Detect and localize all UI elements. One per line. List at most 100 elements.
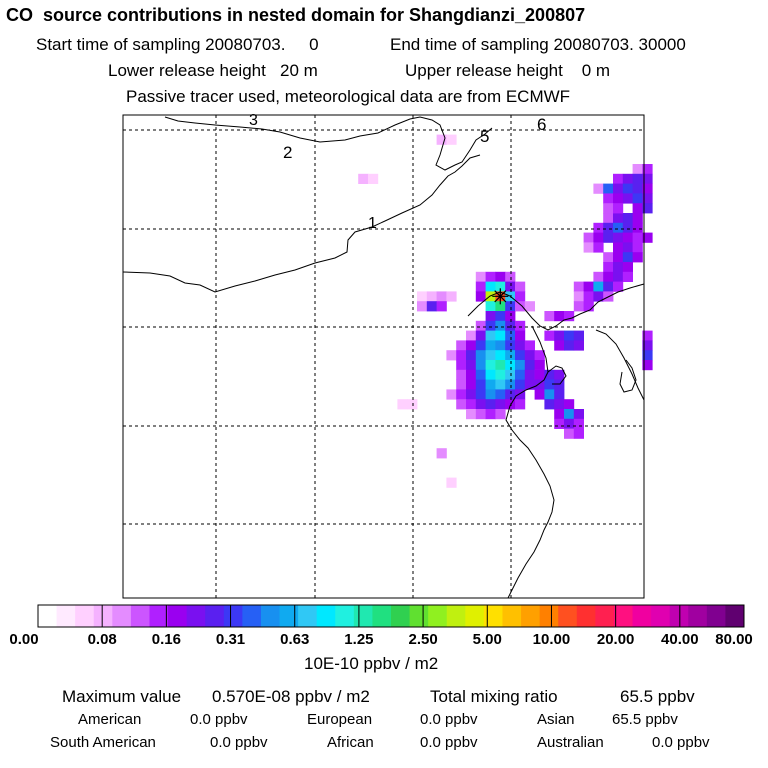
concentration-cell — [613, 232, 624, 243]
concentration-cell — [495, 360, 506, 371]
concentration-cell — [485, 291, 496, 302]
colorbar-swatch — [298, 605, 318, 627]
concentration-cell — [505, 369, 516, 380]
concentration-cell — [613, 242, 624, 253]
concentration-cell — [593, 222, 604, 233]
concentration-cell — [515, 369, 526, 380]
concentration-cell — [622, 271, 633, 282]
concentration-cell — [495, 369, 506, 380]
concentration-cell — [505, 350, 516, 361]
grid-lines — [123, 115, 644, 598]
max-value: 0.570E-08 ppbv / m2 — [212, 687, 370, 706]
concentration-cell — [622, 213, 633, 224]
coastline — [505, 325, 555, 599]
concentration-cell — [505, 271, 516, 282]
concentration-cell — [436, 448, 447, 459]
european-label: European — [307, 711, 373, 728]
colorbar-swatch — [409, 605, 429, 627]
colorbar-swatch — [242, 605, 262, 627]
upper-release-label: Upper release height 0 m — [405, 61, 611, 80]
american-value: 0.0 ppbv — [190, 711, 248, 728]
concentration-cell — [417, 291, 428, 302]
colorbar-swatch — [205, 605, 225, 627]
concentration-cell — [515, 330, 526, 341]
colorbar-swatch — [539, 605, 559, 627]
concentration-cell — [564, 340, 575, 351]
concentration-cell — [515, 301, 526, 312]
concentration-cell — [632, 193, 643, 204]
australian-value: 0.0 ppbv — [652, 734, 710, 751]
concentration-cell — [515, 291, 526, 302]
concentration-cell — [436, 291, 447, 302]
concentration-cell — [475, 291, 486, 302]
concentration-cell — [505, 399, 516, 410]
colorbar-tick-label: 1.25 — [344, 631, 374, 648]
concentration-cell — [554, 379, 565, 390]
concentration-cell — [642, 183, 653, 194]
concentration-cell — [564, 330, 575, 341]
concentration-cell — [573, 291, 584, 302]
concentration-cell — [613, 213, 624, 224]
max-value-label: Maximum value — [62, 687, 182, 706]
concentration-cell — [642, 232, 653, 243]
concentration-cell — [573, 409, 584, 420]
coastline — [547, 365, 567, 385]
colorbar-tick-label: 40.00 — [661, 631, 699, 648]
concentration-cell — [475, 360, 486, 371]
colorbar-tick-label: 0.16 — [151, 631, 181, 648]
concentration-cell — [613, 271, 624, 282]
concentration-cell — [426, 301, 437, 312]
colorbar-tick-label: 0.31 — [215, 631, 246, 648]
colorbar-tick-label: 80.00 — [715, 631, 753, 648]
concentration-cell — [583, 232, 594, 243]
concentration-cell — [573, 428, 584, 439]
boundary-label-5: 5 — [480, 127, 490, 146]
concentration-cell — [554, 369, 565, 380]
concentration-cell — [485, 360, 496, 371]
concentration-cell — [505, 311, 516, 322]
colorbar-swatch — [223, 605, 243, 627]
concentration-cell — [446, 389, 457, 400]
end-time-label: End time of sampling 20080703. 30000 — [390, 35, 686, 54]
concentration-cell — [642, 203, 653, 214]
concentration-cell — [534, 360, 545, 371]
tracer-note: Passive tracer used, meteorological data… — [126, 87, 571, 106]
concentration-cell — [544, 330, 555, 341]
concentration-cell — [475, 340, 486, 351]
concentration-cell — [466, 379, 477, 390]
concentration-cell — [495, 409, 506, 420]
concentration-cell — [505, 340, 516, 351]
concentration-cell — [485, 281, 496, 292]
colorbar-tick-label: 0.08 — [87, 631, 117, 648]
concentration-cell — [466, 389, 477, 400]
coastline — [619, 359, 637, 393]
concentration-cell — [632, 222, 643, 233]
concentration-cell — [632, 213, 643, 224]
colorbar-swatch — [279, 605, 299, 627]
concentration-cell — [475, 399, 486, 410]
colorbar-swatch — [558, 605, 578, 627]
concentration-cell — [593, 271, 604, 282]
concentration-cell — [407, 399, 418, 410]
concentration-cell — [603, 222, 614, 233]
coastline — [595, 329, 645, 401]
concentration-cell — [524, 350, 535, 361]
concentration-cell — [642, 164, 653, 175]
concentration-cell — [495, 399, 506, 410]
concentration-cell — [515, 340, 526, 351]
concentration-cell — [593, 242, 604, 253]
concentration-cell — [564, 409, 575, 420]
concentration-cell — [485, 350, 496, 361]
concentration-cell — [622, 252, 633, 263]
concentration-cell — [466, 399, 477, 410]
concentration-cell — [495, 350, 506, 361]
concentration-cell — [622, 222, 633, 233]
concentration-cell — [524, 379, 535, 390]
concentration-cell — [456, 399, 467, 410]
concentration-cell — [485, 271, 496, 282]
european-value: 0.0 ppbv — [420, 711, 478, 728]
concentration-cell — [573, 301, 584, 312]
colorbar-tick-label: 0.00 — [9, 631, 39, 648]
concentration-cell — [593, 183, 604, 194]
